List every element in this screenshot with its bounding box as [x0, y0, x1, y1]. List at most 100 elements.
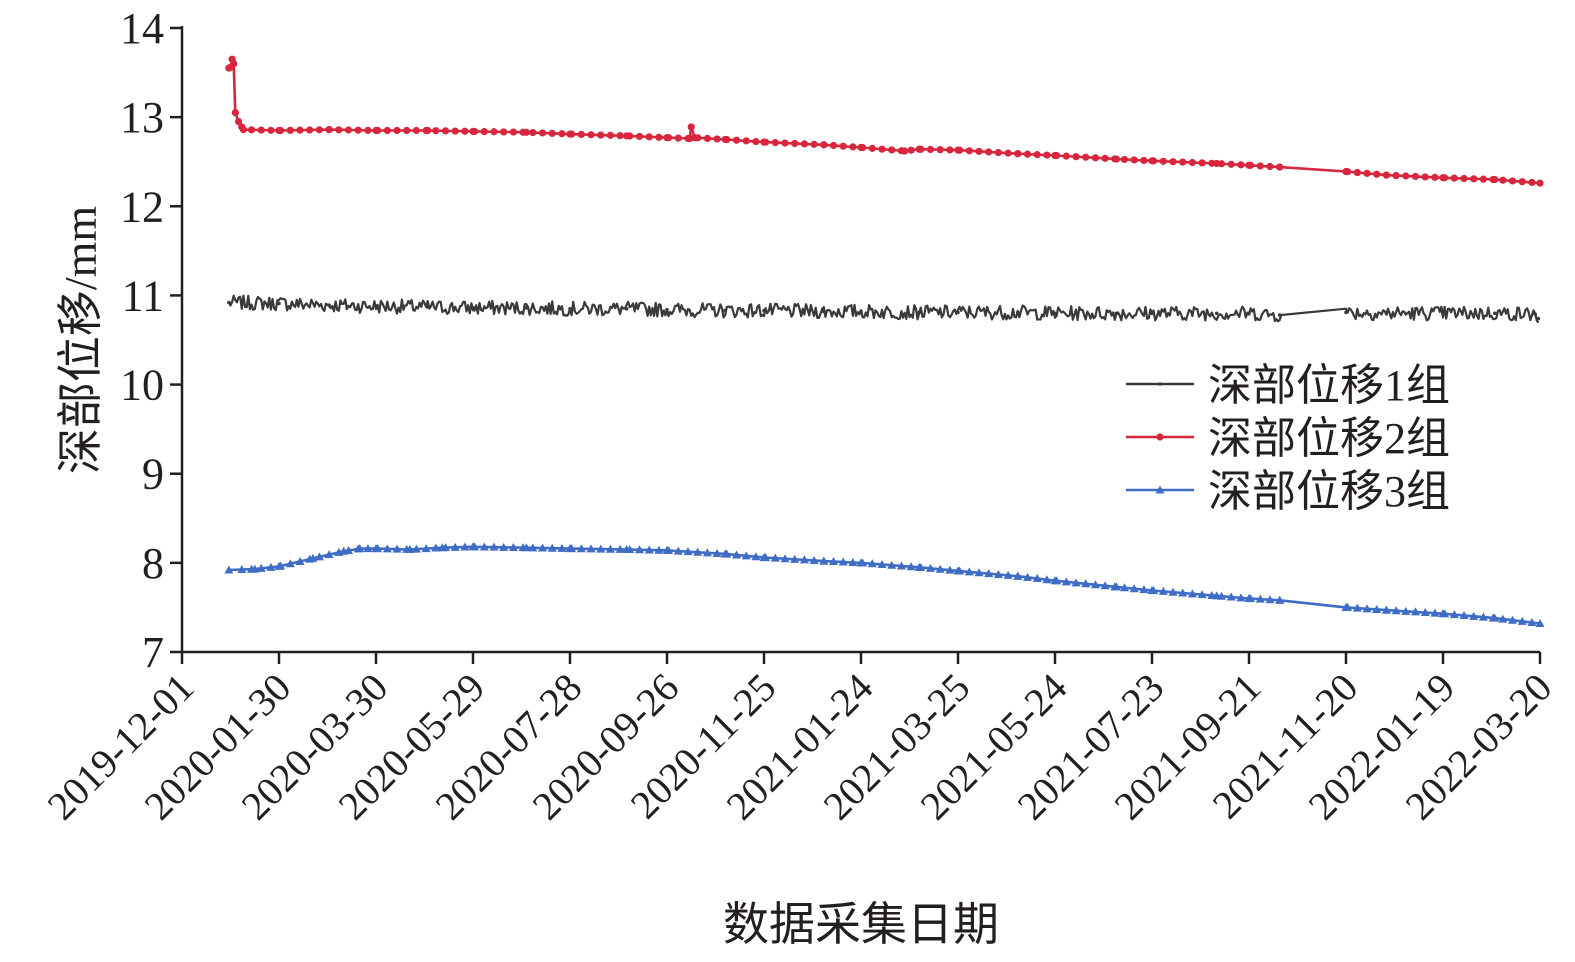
data-point [1401, 606, 1411, 615]
y-tick-label: 12 [120, 182, 164, 231]
data-point [1023, 150, 1032, 158]
data-point [1421, 173, 1429, 181]
data-point [1277, 313, 1282, 317]
data-point [1032, 574, 1042, 583]
data-point [257, 126, 265, 134]
data-point [984, 569, 994, 578]
data-point [712, 548, 722, 557]
data-point [1372, 604, 1382, 613]
data-point [1071, 578, 1081, 587]
data-point [1082, 153, 1090, 161]
data-point [791, 139, 799, 148]
data-point [1266, 162, 1274, 171]
data-point [250, 564, 260, 573]
data-point [849, 143, 857, 151]
data-point [1051, 151, 1059, 160]
data-point [1212, 591, 1222, 600]
data-point [762, 308, 766, 313]
data-point [867, 559, 877, 568]
data-point [237, 565, 247, 574]
data-point [770, 553, 780, 562]
data-point [1411, 172, 1420, 181]
data-point [956, 310, 960, 315]
data-point [1492, 311, 1497, 316]
data-point [622, 544, 632, 553]
data-point [1227, 160, 1235, 168]
data-point [565, 544, 575, 553]
data-point [720, 549, 730, 558]
data-point [809, 555, 819, 564]
data-point [985, 148, 993, 156]
data-point [838, 557, 848, 566]
data-point [1382, 171, 1391, 179]
data-point [1245, 161, 1253, 169]
data-point [1053, 311, 1057, 316]
data-point [693, 547, 703, 556]
y-tick-label: 13 [120, 93, 164, 142]
y-tick-label: 11 [122, 271, 164, 320]
data-point [917, 310, 921, 315]
data-point [1352, 603, 1362, 612]
legend-item-deep-displacement-1: 深部位移1组 [1126, 361, 1450, 410]
data-point [953, 566, 963, 575]
data-point [412, 126, 421, 135]
data-point [993, 569, 1003, 578]
data-point [857, 143, 865, 152]
data-point [1449, 610, 1459, 619]
data-point [839, 142, 847, 150]
data-point [1062, 152, 1070, 160]
data-point [799, 555, 809, 564]
data-point [975, 147, 983, 155]
data-point [1023, 572, 1033, 581]
data-point [1187, 589, 1197, 598]
data-point [1535, 618, 1545, 627]
data-point [1391, 606, 1401, 615]
data-point [742, 137, 750, 145]
data-point [499, 542, 509, 551]
data-point [878, 145, 886, 153]
data-point [267, 126, 275, 134]
data-point [231, 109, 239, 117]
y-axis-ticks: 7 8 9 10 11 12 13 14 [120, 4, 182, 677]
data-point [703, 134, 712, 142]
data-point [224, 565, 234, 574]
data-point [344, 126, 353, 134]
series-line [228, 545, 1541, 625]
data-point [1090, 580, 1100, 589]
data-point [662, 545, 672, 554]
data-point [234, 118, 243, 126]
data-point [461, 127, 469, 135]
data-point [371, 544, 381, 553]
data-point [1033, 151, 1041, 159]
data-point [829, 557, 839, 566]
data-point [538, 543, 548, 552]
data-point [468, 542, 478, 551]
data-point [500, 128, 508, 136]
data-point [1420, 608, 1430, 617]
data-point [1276, 163, 1284, 171]
data-point [324, 550, 334, 559]
data-point [1072, 153, 1080, 161]
data-point [1344, 310, 1348, 315]
data-point [1168, 587, 1178, 596]
data-point [1016, 310, 1020, 315]
data-point [1508, 177, 1517, 185]
data-point [286, 126, 294, 134]
data-point [702, 548, 712, 557]
data-point [227, 300, 231, 305]
data-point [479, 542, 489, 551]
data-point [315, 126, 324, 134]
data-point [771, 139, 779, 147]
data-point [566, 130, 574, 138]
data-point [935, 564, 945, 573]
data-point [1265, 595, 1275, 604]
data-point [1140, 156, 1148, 165]
data-point [441, 127, 450, 135]
data-point [1043, 151, 1051, 159]
data-point [490, 128, 498, 136]
data-point [622, 132, 631, 140]
data-point [364, 126, 372, 134]
data-point [306, 126, 314, 134]
